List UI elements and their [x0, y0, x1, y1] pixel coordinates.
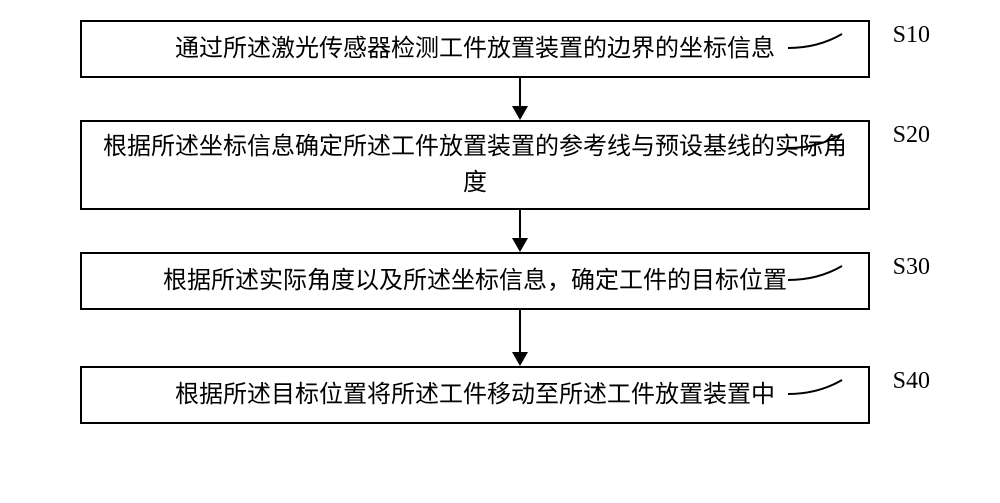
step-label-s40: S40 — [893, 368, 930, 395]
step-box-s30: 根据所述实际角度以及所述坐标信息，确定工件的目标位置 — [80, 252, 870, 310]
step-text: 通过所述激光传感器检测工件放置装置的边界的坐标信息 — [175, 31, 775, 67]
step-label-s10: S10 — [893, 22, 930, 49]
arrow-head-icon — [512, 238, 528, 252]
arrow-line — [519, 310, 521, 352]
step-box-s10: 通过所述激光传感器检测工件放置装置的边界的坐标信息 — [80, 20, 870, 78]
arrow-s20-s30 — [125, 210, 915, 252]
step-text: 根据所述目标位置将所述工件移动至所述工件放置装置中 — [175, 377, 775, 413]
connector-curve-s40 — [788, 380, 844, 400]
step-text: 根据所述坐标信息确定所述工件放置装置的参考线与预设基线的实际角度 — [102, 129, 848, 201]
connector-curve-s20 — [788, 134, 844, 154]
connector-curve-s10 — [788, 34, 844, 54]
arrow-line — [519, 210, 521, 238]
arrow-head-icon — [512, 352, 528, 366]
arrow-s10-s20 — [125, 78, 915, 120]
arrow-line — [519, 78, 521, 106]
step-box-s20: 根据所述坐标信息确定所述工件放置装置的参考线与预设基线的实际角度 — [80, 120, 870, 210]
step-row-s20: 根据所述坐标信息确定所述工件放置装置的参考线与预设基线的实际角度 S20 — [40, 120, 960, 210]
step-label-s30: S30 — [893, 254, 930, 281]
arrow-head-icon — [512, 106, 528, 120]
step-row-s40: 根据所述目标位置将所述工件移动至所述工件放置装置中 S40 — [40, 366, 960, 424]
step-text: 根据所述实际角度以及所述坐标信息，确定工件的目标位置 — [163, 263, 787, 299]
step-box-s40: 根据所述目标位置将所述工件移动至所述工件放置装置中 — [80, 366, 870, 424]
connector-curve-s30 — [788, 266, 844, 286]
step-row-s30: 根据所述实际角度以及所述坐标信息，确定工件的目标位置 S30 — [40, 252, 960, 310]
step-label-s20: S20 — [893, 122, 930, 149]
arrow-s30-s40 — [125, 310, 915, 366]
flowchart-container: 通过所述激光传感器检测工件放置装置的边界的坐标信息 S10 根据所述坐标信息确定… — [40, 20, 960, 424]
step-row-s10: 通过所述激光传感器检测工件放置装置的边界的坐标信息 S10 — [40, 20, 960, 78]
